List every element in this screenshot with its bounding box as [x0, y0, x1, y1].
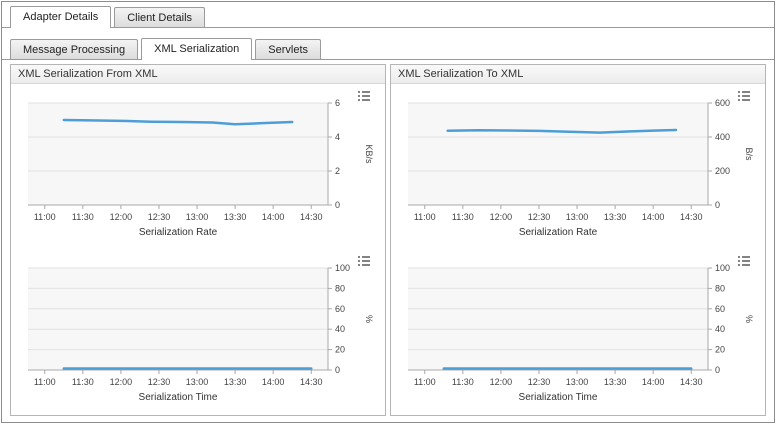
chart-legend-icon[interactable] — [737, 255, 751, 267]
tab-message-processing[interactable]: Message Processing — [10, 39, 139, 59]
svg-text:6: 6 — [335, 98, 340, 108]
svg-text:12:00: 12:00 — [110, 377, 133, 387]
svg-text:Serialization Time: Serialization Time — [139, 392, 218, 403]
svg-text:12:30: 12:30 — [528, 212, 551, 222]
tab-adapter-details[interactable]: Adapter Details — [10, 6, 112, 28]
svg-text:13:30: 13:30 — [604, 212, 627, 222]
svg-text:0: 0 — [335, 200, 340, 210]
svg-text:14:00: 14:00 — [642, 377, 665, 387]
svg-text:Serialization Time: Serialization Time — [519, 392, 598, 403]
svg-text:11:00: 11:00 — [414, 377, 436, 387]
panel-title-to: XML Serialization To XML — [391, 65, 765, 84]
tab-client-details[interactable]: Client Details — [114, 7, 206, 27]
svg-text:12:30: 12:30 — [148, 212, 171, 222]
chart-from-serialization-rate: 0 2 4 6 11:00 11:30 12:00 12:30 13:00 13:30 14:00 1… — [11, 89, 385, 249]
svg-text:200: 200 — [715, 166, 730, 176]
chart-legend-icon[interactable] — [737, 90, 751, 102]
svg-text:13:00: 13:00 — [566, 212, 589, 222]
panels-row: XML Serialization From XML 0 2 4 6 11:00 11:3… — [2, 60, 774, 422]
chart-legend-icon[interactable] — [357, 255, 371, 267]
chart-legend-icon[interactable] — [357, 90, 371, 102]
svg-text:12:00: 12:00 — [490, 212, 513, 222]
svg-text:11:30: 11:30 — [72, 212, 94, 222]
svg-text:13:00: 13:00 — [186, 212, 209, 222]
svg-text:Serialization Rate: Serialization Rate — [139, 227, 218, 238]
svg-text:KB/s: KB/s — [364, 144, 374, 164]
svg-text:12:30: 12:30 — [148, 377, 171, 387]
tab-xml-serialization[interactable]: XML Serialization — [141, 38, 253, 60]
svg-text:13:00: 13:00 — [186, 377, 209, 387]
svg-text:%: % — [744, 315, 754, 323]
panel-xml-from: XML Serialization From XML 0 2 4 6 11:00 11:3… — [10, 64, 386, 416]
svg-text:100: 100 — [715, 263, 730, 273]
svg-text:14:00: 14:00 — [642, 212, 665, 222]
panel-title-from: XML Serialization From XML — [11, 65, 385, 84]
svg-text:20: 20 — [335, 345, 345, 355]
tab-servlets[interactable]: Servlets — [255, 39, 322, 59]
svg-text:Serialization Rate: Serialization Rate — [519, 227, 598, 238]
svg-text:11:30: 11:30 — [452, 212, 474, 222]
svg-text:B/s: B/s — [744, 147, 754, 161]
svg-text:40: 40 — [715, 324, 725, 334]
chart-to-serialization-rate: 0 200 400 600 11:00 11:30 12:00 12:30 13:00 13:30… — [391, 89, 765, 249]
svg-text:80: 80 — [715, 283, 725, 293]
top-tabbar: Adapter Details Client Details — [2, 2, 774, 28]
svg-text:600: 600 — [715, 98, 730, 108]
svg-text:0: 0 — [715, 200, 720, 210]
svg-text:12:00: 12:00 — [490, 377, 513, 387]
svg-text:100: 100 — [335, 263, 350, 273]
svg-text:4: 4 — [335, 132, 340, 142]
svg-text:400: 400 — [715, 132, 730, 142]
svg-text:14:30: 14:30 — [300, 377, 323, 387]
svg-text:14:30: 14:30 — [680, 377, 703, 387]
svg-text:0: 0 — [715, 365, 720, 375]
svg-text:11:30: 11:30 — [452, 377, 474, 387]
chart-from-serialization-time: 0 20 40 60 80 100 11:00 11:30 12:00 12:30 13:00 13:… — [11, 254, 385, 414]
svg-text:60: 60 — [335, 304, 345, 314]
svg-text:14:30: 14:30 — [300, 212, 323, 222]
svg-text:11:30: 11:30 — [72, 377, 94, 387]
svg-text:12:30: 12:30 — [528, 377, 551, 387]
svg-text:13:30: 13:30 — [604, 377, 627, 387]
svg-text:13:30: 13:30 — [224, 377, 247, 387]
svg-text:13:30: 13:30 — [224, 212, 247, 222]
svg-text:20: 20 — [715, 345, 725, 355]
svg-text:60: 60 — [715, 304, 725, 314]
svg-text:2: 2 — [335, 166, 340, 176]
svg-text:%: % — [364, 315, 374, 323]
svg-text:14:30: 14:30 — [680, 212, 703, 222]
panel-xml-to: XML Serialization To XML 0 200 400 600 11:00… — [390, 64, 766, 416]
svg-text:80: 80 — [335, 283, 345, 293]
svg-text:14:00: 14:00 — [262, 212, 285, 222]
svg-text:11:00: 11:00 — [414, 212, 436, 222]
svg-text:11:00: 11:00 — [34, 377, 56, 387]
svg-text:40: 40 — [335, 324, 345, 334]
svg-text:0: 0 — [335, 365, 340, 375]
chart-to-serialization-time: 0 20 40 60 80 100 11:00 11:30 12:00 12:30 13:00 13:… — [391, 254, 765, 414]
sub-tabbar: Message Processing XML Serialization Ser… — [2, 34, 774, 60]
svg-text:13:00: 13:00 — [566, 377, 589, 387]
svg-text:11:00: 11:00 — [34, 212, 56, 222]
svg-text:14:00: 14:00 — [262, 377, 285, 387]
svg-text:12:00: 12:00 — [110, 212, 133, 222]
